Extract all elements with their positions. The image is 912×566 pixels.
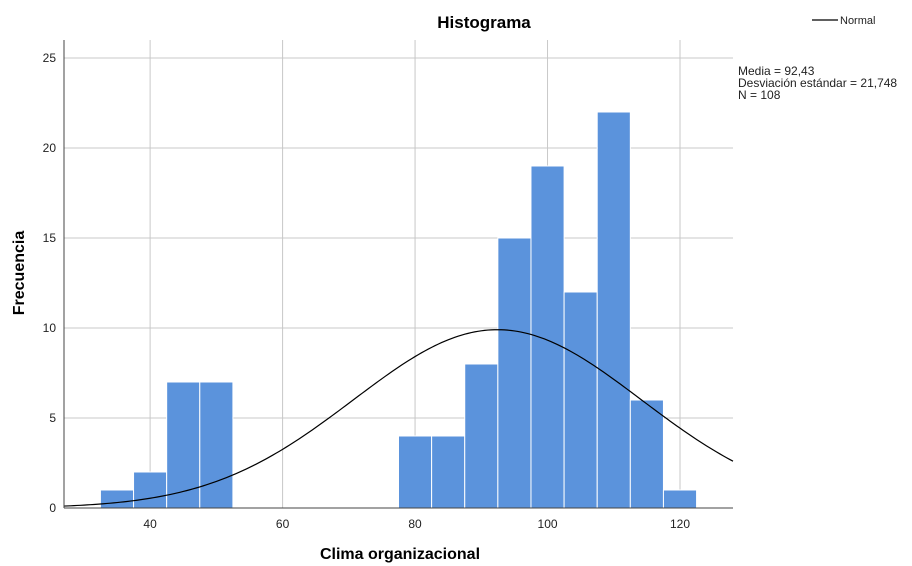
histogram-bar xyxy=(629,399,664,509)
y-tick-label: 5 xyxy=(49,411,56,425)
x-tick-label: 80 xyxy=(408,517,422,531)
y-tick-label: 15 xyxy=(43,231,57,245)
legend: Normal xyxy=(812,15,875,27)
y-tick-label: 25 xyxy=(43,51,57,65)
y-tick-label: 0 xyxy=(49,501,56,515)
axes xyxy=(63,40,733,509)
histogram-bar xyxy=(431,435,466,509)
histogram-bar xyxy=(133,471,168,509)
histogram-bar xyxy=(99,489,135,509)
y-axis-title: Frecuencia xyxy=(11,231,28,316)
x-tick-label: 120 xyxy=(670,517,690,531)
chart-title: Histograma xyxy=(437,13,531,32)
y-tick-label: 10 xyxy=(43,321,57,335)
histogram-bar xyxy=(662,489,698,509)
statistics-box: Media = 92,43 Desviación estándar = 21,7… xyxy=(738,64,897,102)
histogram-bar xyxy=(596,111,631,509)
x-tick-label: 100 xyxy=(538,517,558,531)
x-tick-label: 60 xyxy=(276,517,290,531)
histogram-bar xyxy=(398,435,433,509)
stat-sd: Desviación estándar = 21,748 xyxy=(738,76,897,90)
legend-label-normal: Normal xyxy=(840,15,875,27)
stat-mean: Media = 92,43 xyxy=(738,64,815,78)
normal-curve xyxy=(63,329,734,507)
histogram-bars xyxy=(99,111,698,509)
histogram-bar xyxy=(166,381,201,509)
stat-n: N = 108 xyxy=(738,88,781,102)
normal-curve-layer xyxy=(63,329,734,507)
histogram-bar xyxy=(563,291,598,509)
histogram-bar xyxy=(199,381,234,509)
histogram-bar xyxy=(497,237,532,509)
tick-labels: 0 5 10 15 20 25 40 60 80 100 120 xyxy=(43,51,691,531)
histogram-bar xyxy=(530,165,565,509)
x-axis-title: Clima organizacional xyxy=(320,546,480,563)
y-tick-label: 20 xyxy=(43,141,57,155)
x-tick-label: 40 xyxy=(143,517,157,531)
histogram-bar xyxy=(464,363,499,509)
